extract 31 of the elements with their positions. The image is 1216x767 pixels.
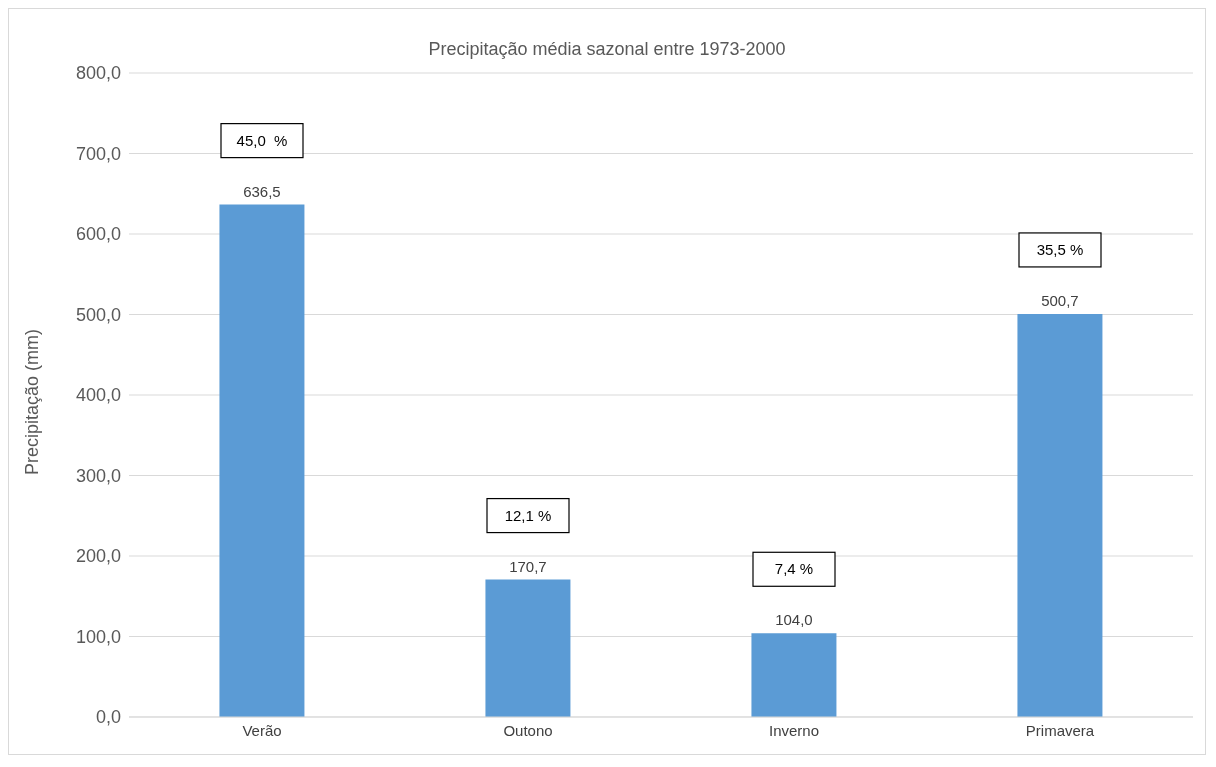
x-tick-label: Primavera (1025, 721, 1095, 739)
bar (219, 204, 305, 717)
y-tick-label: 500,0 (75, 304, 121, 325)
text-frame: 12,1 % (486, 498, 570, 534)
bar (751, 633, 837, 717)
x-tick-label: Outono (503, 721, 553, 739)
annotation: 7,4 % (774, 560, 814, 578)
x-tick-label: Verão (242, 721, 282, 739)
y-tick-label: 700,0 (75, 143, 121, 164)
y-axis-title: Precipitação (mm) (22, 328, 43, 475)
annotation: 12,1 % (504, 506, 552, 524)
bar (1017, 313, 1103, 717)
text-frame: 7,4 % (752, 551, 836, 587)
text-frame: 35,5 % (1018, 232, 1102, 268)
y-tick-label: 300,0 (75, 465, 121, 486)
annotation: 45,0 % (236, 131, 288, 149)
x-tick-label: Inverno (768, 721, 820, 739)
data-label: 170,7 (509, 557, 547, 575)
annotation: 35,5 % (1036, 240, 1084, 258)
chart-title: Precipitação média sazonal entre 1973-2000 (427, 39, 787, 60)
y-tick-label: 100,0 (75, 626, 121, 647)
bar (485, 579, 571, 717)
y-tick-label: 0,0 (95, 707, 121, 728)
data-label: 500,7 (1041, 291, 1079, 309)
y-tick-label: 400,0 (75, 385, 121, 406)
y-tick-label: 800,0 (75, 63, 121, 84)
data-label: 636,5 (243, 182, 281, 200)
y-tick-label: 200,0 (75, 546, 121, 567)
text-frame: 45,0 % (220, 123, 304, 159)
y-tick-label: 600,0 (75, 224, 121, 245)
data-label: 104,0 (775, 611, 813, 629)
